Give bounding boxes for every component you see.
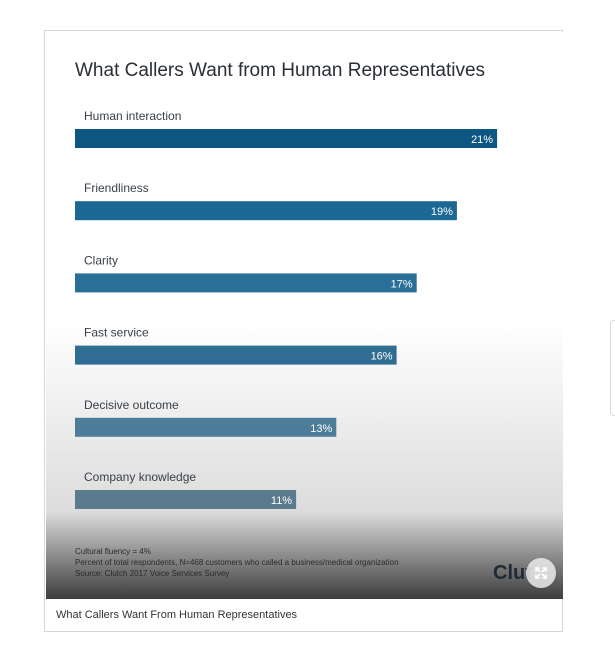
value-label: 13% xyxy=(310,423,332,435)
value-label: 19% xyxy=(431,206,453,218)
bar xyxy=(75,345,397,365)
expand-button[interactable] xyxy=(526,558,556,588)
category-label: Friendliness xyxy=(84,181,149,195)
clutch-logo: Clut xyxy=(493,562,532,584)
note-cultural-fluency: Cultural fluency = 4% xyxy=(75,547,151,556)
bar xyxy=(75,129,498,148)
chart-notes: Cultural fluency = 4% Percent of total r… xyxy=(75,546,399,579)
figure-caption: What Callers Want From Human Representat… xyxy=(56,609,298,621)
note-respondents: Percent of total respondents, N=468 cust… xyxy=(75,558,399,567)
side-panel-tab[interactable] xyxy=(610,320,615,416)
chart-title: What Callers Want from Human Representat… xyxy=(75,60,486,81)
category-label: Fast service xyxy=(84,326,149,340)
value-label: 21% xyxy=(471,134,493,146)
bar xyxy=(75,417,337,437)
bar xyxy=(75,273,417,293)
category-label: Clarity xyxy=(84,253,118,267)
bar-chart: Human interaction 21% Friendliness 19% Clari… xyxy=(75,109,498,509)
chart-figure: What Callers Want from Human Representat… xyxy=(46,32,563,599)
category-label: Decisive outcome xyxy=(84,398,179,412)
value-label: 17% xyxy=(391,278,413,290)
category-label: Human interaction xyxy=(84,109,181,123)
bar xyxy=(75,490,297,509)
bar xyxy=(75,201,457,221)
note-source: Source: Clutch 2017 Voice Services Surve… xyxy=(75,569,230,578)
value-label: 11% xyxy=(271,495,292,507)
category-label: Company knowledge xyxy=(84,470,196,484)
figure-card: What Callers Want from Human Representat… xyxy=(44,30,563,632)
expand-arrows-icon xyxy=(535,567,547,579)
value-label: 16% xyxy=(371,351,393,363)
